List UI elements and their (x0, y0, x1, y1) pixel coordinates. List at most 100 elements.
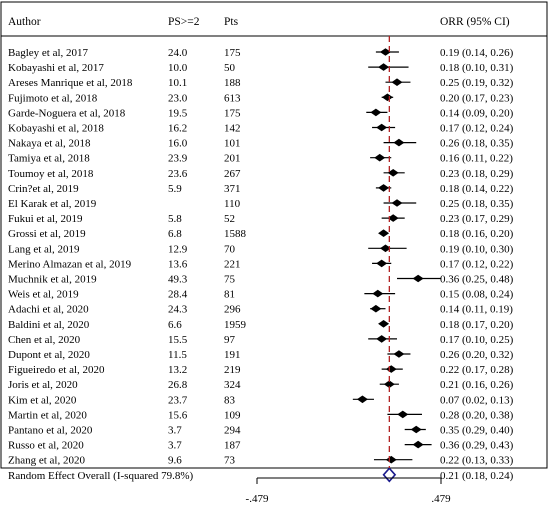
study-row: Kobayashi et al, 2018 16.2 142 0.17 (0.12, … (8, 123, 514, 135)
study-ci-text: 0.26 (0.18, 0.35) (440, 138, 514, 150)
study-ps: 5.8 (168, 213, 182, 225)
study-author: Kim et al, 2020 (8, 394, 77, 406)
study-ci-text: 0.18 (0.17, 0.20) (440, 319, 514, 331)
study-point-marker (378, 184, 390, 192)
study-ps: 6.6 (168, 319, 182, 331)
study-point-marker (381, 93, 393, 102)
study-row: Figueiredo et al, 2020 13.2 219 0.22 (0.17,… (8, 364, 514, 376)
study-author: Garde-Noguera et al, 2018 (8, 107, 126, 119)
study-ci-text: 0.18 (0.14, 0.22) (440, 183, 514, 195)
study-row: Merino Almazan et al, 2019 13.6 221 0.17 (0… (8, 258, 514, 270)
study-ci-text: 0.28 (0.20, 0.38) (440, 409, 514, 421)
study-author: Kobayashi et al, 2017 (8, 62, 104, 74)
study-point-marker (412, 440, 424, 449)
study-ps: 10.1 (168, 77, 187, 89)
study-ps: 19.5 (168, 107, 188, 119)
study-pts: 142 (224, 123, 241, 135)
study-ps: 15.5 (168, 334, 188, 346)
study-pts: 81 (224, 289, 235, 301)
study-row: Muchnik et al, 2019 49.3 75 0.36 (0.25, 0.4… (8, 274, 514, 286)
study-point-marker (370, 304, 382, 313)
study-row: Chen et al, 2020 15.5 97 0.17 (0.10, 0.25) (8, 334, 514, 346)
study-row: Kim et al, 2020 23.7 83 0.07 (0.02, 0.13) (8, 394, 514, 406)
study-author: Baldini et al, 2020 (8, 319, 90, 331)
study-author: Dupont et al, 2020 (8, 349, 90, 361)
study-point-marker (379, 244, 391, 253)
header-author: Author (8, 16, 41, 28)
study-ps: 5.9 (168, 183, 182, 195)
study-ci-text: 0.19 (0.10, 0.30) (440, 243, 514, 255)
study-ci-text: 0.21 (0.16, 0.26) (440, 379, 514, 391)
study-point-marker (383, 380, 395, 388)
study-ci-text: 0.25 (0.18, 0.35) (440, 198, 514, 210)
study-point-marker (387, 169, 399, 177)
x-tick-label: .479 (431, 493, 451, 505)
study-row: Garde-Noguera et al, 2018 19.5 175 0.14 (0.… (8, 107, 514, 119)
header-ps: PS>=2 (168, 16, 200, 28)
study-ci-text: 0.22 (0.17, 0.28) (440, 364, 514, 376)
study-ci-text: 0.07 (0.02, 0.13) (440, 394, 514, 406)
study-ci-text: 0.19 (0.14, 0.26) (440, 47, 514, 59)
study-pts: 221 (224, 258, 241, 270)
study-rows: Bagley et al, 2017 24.0 175 0.19 (0.14, 0.2… (8, 47, 514, 483)
study-author: Zhang et al, 2020 (8, 455, 85, 467)
study-author: Russo et al, 2020 (8, 440, 84, 452)
study-pts: 1588 (224, 228, 247, 240)
study-author: Adachi et al, 2020 (8, 304, 89, 316)
study-author: Toumoy et al, 2018 (8, 168, 94, 180)
study-ci-text: 0.23 (0.18, 0.29) (440, 168, 514, 180)
study-ps: 16.2 (168, 123, 187, 135)
study-row: Pantano et al, 2020 3.7 294 0.35 (0.29, 0.4… (8, 425, 514, 437)
study-pts: 52 (224, 213, 235, 225)
study-author: Martin et al, 2020 (8, 409, 87, 421)
overall-diamond (382, 467, 397, 483)
study-ps: 23.6 (168, 168, 188, 180)
study-author: Weis et al, 2019 (8, 289, 79, 301)
study-author: Chen et al, 2020 (8, 334, 81, 346)
study-point-marker (379, 48, 391, 56)
study-author: Crin?et al, 2019 (8, 183, 79, 195)
study-ci-text: 0.25 (0.19, 0.32) (440, 77, 514, 89)
study-pts: 294 (224, 425, 241, 437)
study-ps: 24.0 (168, 47, 188, 59)
study-ci-text: 0.36 (0.29, 0.43) (440, 440, 514, 452)
study-author: Merino Almazan et al, 2019 (8, 258, 132, 270)
study-pts: 201 (224, 153, 241, 165)
overall-label: Random Effect Overall (I-squared 79.8%) (8, 470, 194, 482)
study-author: Grossi et al, 2019 (8, 228, 86, 240)
study-ci-text: 0.18 (0.10, 0.31) (440, 62, 514, 74)
x-tick-label: -.479 (246, 493, 269, 505)
study-pts: 50 (224, 62, 236, 74)
study-row: Kobayashi et al, 2017 10.0 50 0.18 (0.10, 0… (8, 62, 514, 74)
study-row: Tamiya et al, 2018 23.9 201 0.16 (0.11, 0.2… (8, 153, 513, 165)
study-pts: 296 (224, 304, 241, 316)
study-ci-text: 0.17 (0.10, 0.25) (440, 334, 514, 346)
study-row: Bagley et al, 2017 24.0 175 0.19 (0.14, 0.2… (8, 47, 514, 59)
study-pts: 324 (224, 379, 241, 391)
study-ps: 23.0 (168, 92, 188, 104)
study-point-marker (397, 410, 409, 419)
study-author: Lang et al, 2019 (8, 243, 80, 255)
study-ps: 24.3 (168, 304, 188, 316)
study-point-marker (378, 229, 390, 237)
study-ci-text: 0.26 (0.20, 0.32) (440, 349, 514, 361)
x-axis: -.479 .479 (246, 477, 451, 505)
study-ci-text: 0.14 (0.11, 0.19) (440, 304, 513, 316)
study-row: Russo et al, 2020 3.7 187 0.36 (0.29, 0.43) (8, 440, 514, 452)
study-pts: 70 (224, 243, 236, 255)
study-author: Tamiya et al, 2018 (8, 153, 90, 165)
study-point-marker (391, 199, 403, 207)
study-ps: 23.7 (168, 394, 188, 406)
study-row: Baldini et al, 2020 6.6 1959 0.18 (0.17, 0.… (8, 319, 514, 331)
overall-ci-text: 0.21 (0.18, 0.24) (440, 470, 514, 482)
study-ci-text: 0.17 (0.12, 0.24) (440, 123, 514, 135)
study-point-marker (385, 365, 397, 373)
study-author: Kobayashi et al, 2018 (8, 123, 104, 135)
study-ps: 28.4 (168, 289, 188, 301)
plot-frame (0, 1, 548, 469)
header-pts: Pts (224, 16, 239, 28)
study-point-marker (356, 395, 368, 404)
study-author: Fukui et al, 2019 (8, 213, 83, 225)
study-pts: 1959 (224, 319, 247, 331)
study-ps: 3.7 (168, 425, 182, 437)
